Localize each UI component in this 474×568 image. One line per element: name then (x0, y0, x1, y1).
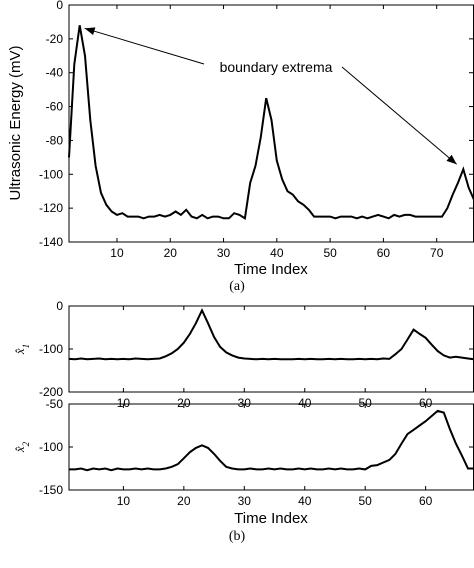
series-line-b-bottom (69, 409, 474, 472)
y-axis-label-a: Ultrasonic Energy (mV) (7, 45, 24, 200)
x-axis-label-b: Time Index (234, 510, 308, 527)
ticks-b-bottom: 10 20 30 40 50 60 -150 -100 -50 (39, 397, 473, 508)
x-axis-label-a: Time Index (234, 261, 308, 278)
y-tick-label: -200 (39, 385, 63, 399)
y-tick-label: -150 (39, 483, 63, 497)
y-tick-label: 0 (56, 0, 63, 12)
y-tick-label: -80 (46, 133, 64, 147)
panel-b-top: 10 20 30 40 50 60 -200 -100 0 x̂1 (12, 299, 474, 410)
x-tick-label: 30 (238, 396, 252, 410)
x-tick-label: 30 (217, 246, 231, 260)
x-tick-label: 30 (238, 494, 252, 508)
x-tick-label: 10 (117, 396, 131, 410)
y-subscript-b-top: 1 (21, 344, 31, 349)
y-tick-label: 0 (56, 299, 63, 313)
y-tick-label: -60 (46, 100, 64, 114)
x-tick-label: 50 (359, 396, 373, 410)
y-axis-label-b-top: x̂1 (12, 344, 31, 355)
x-tick-label: 10 (110, 246, 124, 260)
panel-b-bottom: 10 20 30 40 50 60 -150 -100 -50 x̂2 Time Index (… (12, 397, 474, 544)
series-line-a (68, 25, 474, 220)
x-tick-label: 60 (377, 246, 391, 260)
y-axis-label-b-bottom: x̂2 (12, 441, 31, 453)
y-symbol-b-top: x̂ (12, 348, 27, 355)
x-tick-label: 70 (430, 246, 444, 260)
x-tick-label: 20 (177, 494, 191, 508)
y-tick-label: -100 (39, 342, 63, 356)
y-tick-label: -120 (39, 201, 63, 215)
ticks-b-top: 10 20 30 40 50 60 -200 -100 0 (39, 299, 473, 410)
x-tick-label: 40 (270, 246, 284, 260)
x-tick-label: 20 (164, 246, 178, 260)
x-tick-label: 50 (323, 246, 337, 260)
plot-frame-b-top (68, 305, 474, 393)
ticks-a: 10 20 30 40 50 60 70 -140 -120 -100 -80 -60 -40 -20 0 (39, 0, 473, 260)
annotation-label: boundary extrema (220, 59, 333, 75)
y-tick-label: -50 (46, 397, 64, 411)
annotation-arrow-left (84, 27, 205, 65)
annotation-group: boundary extrema (84, 27, 458, 165)
y-tick-label: -100 (39, 167, 63, 181)
y-symbol-b-bottom: x̂ (12, 446, 27, 453)
x-tick-label: 10 (117, 494, 131, 508)
annotation-arrow-right (341, 66, 458, 165)
series-line-b-top (68, 307, 474, 361)
y-tick-label: -140 (39, 235, 63, 249)
annotation-arrowhead-left (84, 27, 96, 36)
caption-b: (b) (229, 529, 246, 544)
x-tick-label: 40 (298, 494, 312, 508)
x-tick-label: 50 (359, 494, 373, 508)
y-tick-label: -20 (46, 32, 64, 46)
plot-frame-b-bottom (68, 403, 474, 491)
annotation-arrowhead-right (446, 154, 457, 165)
x-tick-label: 40 (298, 396, 312, 410)
x-tick-label: 20 (177, 396, 191, 410)
x-tick-label: 60 (419, 494, 433, 508)
panel-a: 10 20 30 40 50 60 70-140-120-100-80-60-40-200 … (7, 0, 474, 294)
caption-a: (a) (229, 279, 245, 294)
y-tick-label: -40 (46, 66, 64, 80)
x-tick-label: 60 (419, 396, 433, 410)
y-tick-label: -100 (39, 440, 63, 454)
y-subscript-b-bottom: 2 (21, 441, 31, 446)
